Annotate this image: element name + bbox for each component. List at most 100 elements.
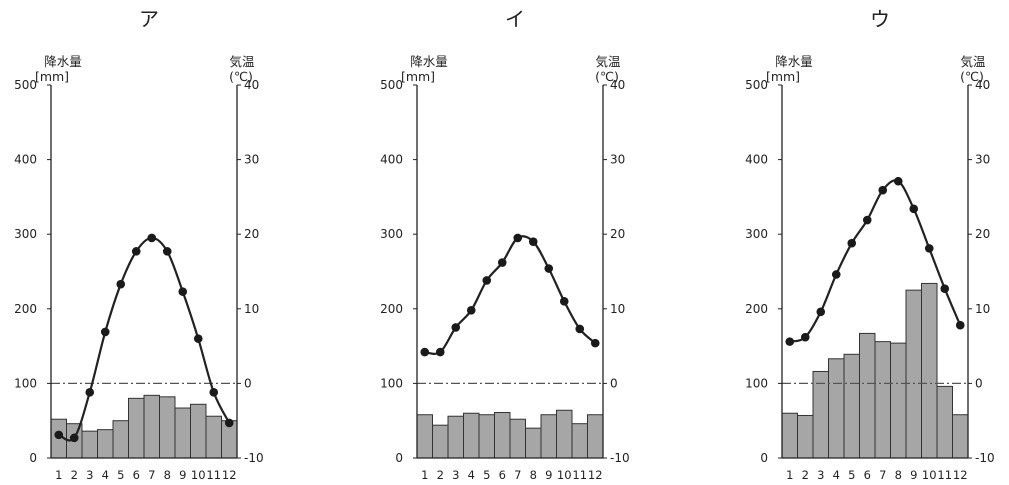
precip-bar-10 (556, 409, 573, 459)
precip-bar-4 (828, 358, 845, 459)
precip-axis-unit: [mm] (766, 69, 800, 84)
temp-point-1 (54, 430, 64, 440)
precip-tick-label: 100 (380, 376, 403, 390)
precip-axis-label: 降水量 (775, 54, 813, 69)
temp-tick-label: -10 (610, 451, 630, 465)
precip-bar-8 (159, 396, 176, 459)
precip-axis-unit: [mm] (401, 69, 435, 84)
precip-bar-9 (540, 414, 557, 459)
temp-point-3 (451, 323, 461, 332)
temp-axis-label: 気温 (229, 54, 255, 69)
temp-axis-label: 気温 (960, 54, 986, 69)
month-label: 10 (557, 468, 572, 482)
temp-point-8 (162, 247, 172, 256)
month-label: 9 (545, 468, 552, 482)
precip-tick-label: 500 (14, 78, 37, 92)
precip-tick-label: 200 (745, 302, 768, 316)
temp-point-4 (831, 270, 841, 279)
temp-tick-label: 10 (244, 302, 259, 316)
temp-point-3 (85, 388, 95, 397)
temp-point-10 (924, 244, 934, 253)
temp-point-11 (940, 284, 950, 293)
temp-point-9 (178, 287, 188, 296)
precip-bar-9 (905, 289, 922, 459)
month-label: 3 (86, 468, 93, 482)
precip-bar-12 (952, 414, 969, 459)
temp-point-6 (131, 247, 141, 256)
temp-axis-unit: (℃) (595, 69, 619, 84)
temp-point-7 (147, 233, 157, 243)
precip-tick-label: 100 (14, 376, 37, 390)
precip-bar-11 (936, 385, 953, 459)
precip-bar-7 (509, 418, 526, 459)
temp-tick-label: 10 (975, 302, 990, 316)
chart-title: ウ (870, 7, 890, 31)
temp-tick-label: 20 (610, 227, 625, 241)
temp-point-2 (800, 332, 810, 342)
temp-tick-label: 30 (244, 153, 259, 167)
precip-axis-unit: [mm] (35, 69, 69, 84)
temp-point-9 (544, 264, 554, 273)
month-label: 8 (895, 468, 902, 482)
temp-point-11 (209, 388, 219, 397)
temp-tick-label: 0 (610, 376, 618, 390)
precip-bar-1 (781, 412, 798, 459)
month-label: 5 (117, 468, 124, 482)
month-label: 6 (499, 468, 506, 482)
month-label: 3 (452, 468, 459, 482)
precip-bar-8 (890, 342, 907, 459)
precip-bar-3 (81, 430, 98, 459)
month-label: 7 (879, 468, 886, 482)
precip-tick-label: 0 (395, 451, 403, 465)
temp-point-2 (435, 347, 445, 357)
temperature-line (424, 235, 596, 355)
temp-point-8 (893, 176, 903, 186)
precip-tick-label: 200 (14, 302, 37, 316)
month-label: 8 (164, 468, 171, 482)
month-label: 8 (530, 468, 537, 482)
precip-bar-4 (97, 429, 114, 459)
month-label: 11 (572, 468, 587, 482)
month-label: 12 (588, 468, 603, 482)
precip-bar-12 (587, 414, 604, 459)
precip-bar-10 (190, 403, 207, 459)
month-label: 4 (102, 468, 109, 482)
month-label: 7 (514, 468, 521, 482)
temp-axis-unit: (℃) (229, 69, 253, 84)
precip-tick-label: 0 (29, 451, 37, 465)
precip-tick-label: 300 (14, 227, 37, 241)
precip-bar-10 (921, 282, 938, 459)
temp-point-7 (878, 185, 888, 195)
month-label: 1 (55, 468, 62, 482)
month-label: 12 (222, 468, 237, 482)
precip-bar-7 (874, 341, 891, 459)
month-label: 2 (802, 468, 809, 482)
precip-bar-6 (494, 411, 511, 459)
month-label: 11 (937, 468, 952, 482)
precip-tick-label: 400 (14, 153, 37, 167)
temp-tick-label: 0 (975, 376, 983, 390)
temp-point-6 (497, 258, 507, 267)
temp-point-4 (466, 305, 476, 315)
temp-tick-label: -10 (244, 451, 264, 465)
month-label: 1 (421, 468, 428, 482)
precip-tick-label: 100 (745, 376, 768, 390)
temp-point-9 (909, 204, 919, 214)
month-label: 2 (71, 468, 78, 482)
temp-axis-label: 気温 (595, 54, 621, 69)
month-label: 7 (148, 468, 155, 482)
month-label: 1 (786, 468, 793, 482)
month-label: 9 (179, 468, 186, 482)
month-label: 9 (910, 468, 917, 482)
precip-bar-5 (112, 420, 129, 459)
month-label: 6 (864, 468, 871, 482)
month-label: 3 (817, 468, 824, 482)
month-label: 12 (953, 468, 968, 482)
precip-bar-11 (205, 415, 222, 459)
month-label: 11 (206, 468, 221, 482)
precip-tick-label: 300 (380, 227, 403, 241)
temp-point-5 (847, 238, 857, 248)
temp-point-1 (420, 347, 430, 357)
precip-bar-1 (416, 414, 433, 459)
